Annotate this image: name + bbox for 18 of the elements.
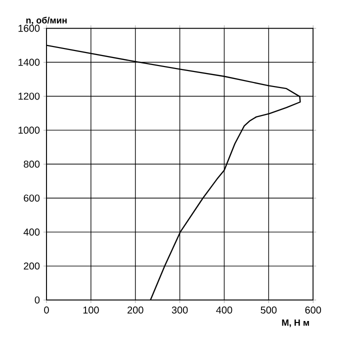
x-axis-title: M, Н м [282,320,309,328]
y-tick-label: 1400 [18,58,40,66]
y-tick-label: 600 [24,194,40,202]
y-tick-label: 800 [24,160,40,168]
y-tick-label: 0 [34,296,40,304]
x-tick-label: 400 [216,306,232,314]
y-tick-label: 1600 [18,24,40,32]
x-tick-label: 500 [260,306,277,314]
x-tick-label: 0 [44,306,49,314]
y-tick-label: 400 [24,228,40,236]
y-tick-label: 200 [24,262,40,270]
y-tick-label: 1200 [18,92,40,100]
x-tick-label: 600 [305,306,322,314]
x-tick-label: 100 [83,306,99,314]
x-tick-label: 200 [128,306,144,314]
y-tick-label: 1000 [18,126,40,134]
y-axis-title: n, об/мин [26,16,67,25]
x-tick-label: 300 [172,306,188,314]
